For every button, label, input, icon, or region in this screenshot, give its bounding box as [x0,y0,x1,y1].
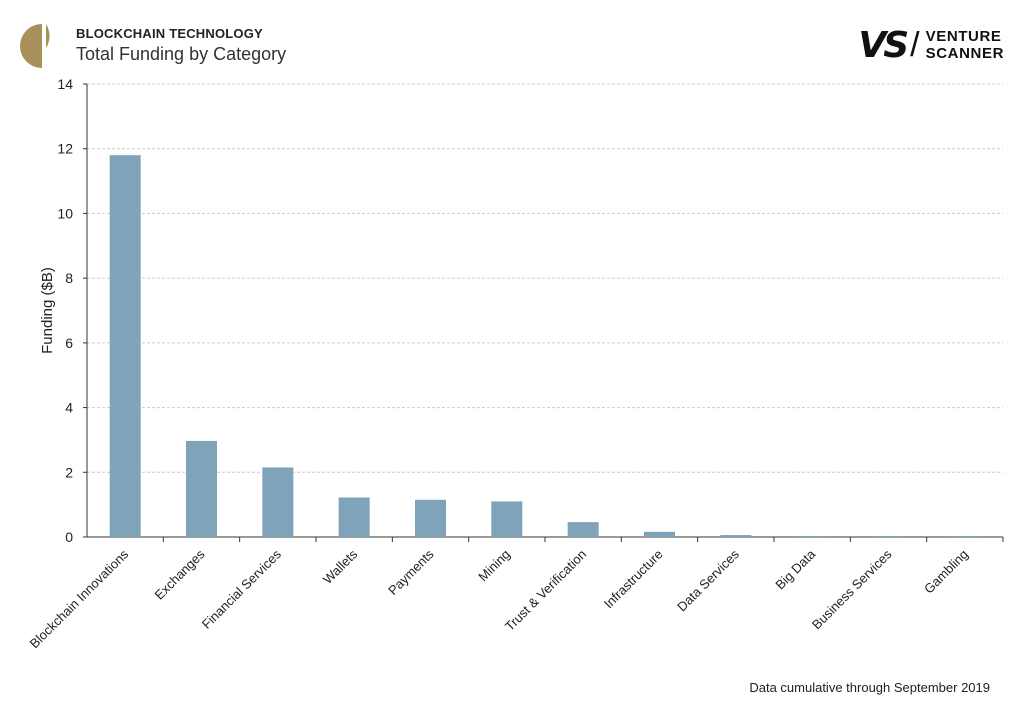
chart-header: BLOCKCHAIN TECHNOLOGY Total Funding by C… [0,0,1024,80]
y-tick-label: 4 [65,400,73,416]
y-tick-label: 14 [57,76,73,92]
bar [720,535,752,537]
bar [796,536,828,538]
footnote: Data cumulative through September 2019 [749,680,990,695]
brand-mark: VS [858,24,909,66]
bar [415,499,446,537]
bar [186,440,217,537]
x-tick-label: Financial Services [199,546,285,632]
x-tick-label: Gambling [921,547,971,597]
brand-slash: / [910,25,920,64]
x-tick-label: Mining [475,547,513,585]
bar [873,536,904,538]
y-axis-label: Funding ($B) [39,267,56,354]
x-tick-label: Infrastructure [601,547,666,612]
x-tick-label: Business Services [809,546,895,632]
bar-chart: 0 2 4 6 8 10 12 14 Funding ($B) Blockchain Innova… [27,76,1004,651]
x-tick-label: Trust & Verification [502,547,589,634]
bar [262,467,294,537]
chart-title: Total Funding by Category [76,44,287,64]
half-circle-logo-icon [20,24,50,68]
bar [109,155,141,537]
brand-name-line2: SCANNER [925,45,1004,62]
chart-kicker: BLOCKCHAIN TECHNOLOGY [76,26,263,41]
brand-logo: VS / VENTURE SCANNER [858,24,1004,66]
bar [644,531,675,537]
brand-name: VENTURE SCANNER [926,28,1004,62]
brand-name-line1: VENTURE [925,28,1002,45]
bar [567,522,599,537]
x-tick-label: Blockchain Innovations [27,546,132,651]
y-tick-label: 8 [65,270,73,286]
x-tick-label: Payments [385,546,437,598]
y-tick-label: 2 [65,464,73,480]
y-tick-label: 6 [65,335,73,351]
bar [949,536,981,538]
x-tick-label: Data Services [674,546,742,614]
y-tick-label: 0 [65,529,73,545]
bar [338,497,370,537]
x-tick-label: Big Data [772,546,818,592]
y-tick-label: 12 [57,141,73,157]
x-tick-label: Exchanges [152,546,208,602]
x-tick-label: Wallets [320,546,361,587]
y-tick-label: 10 [57,205,73,221]
bar [491,501,523,537]
